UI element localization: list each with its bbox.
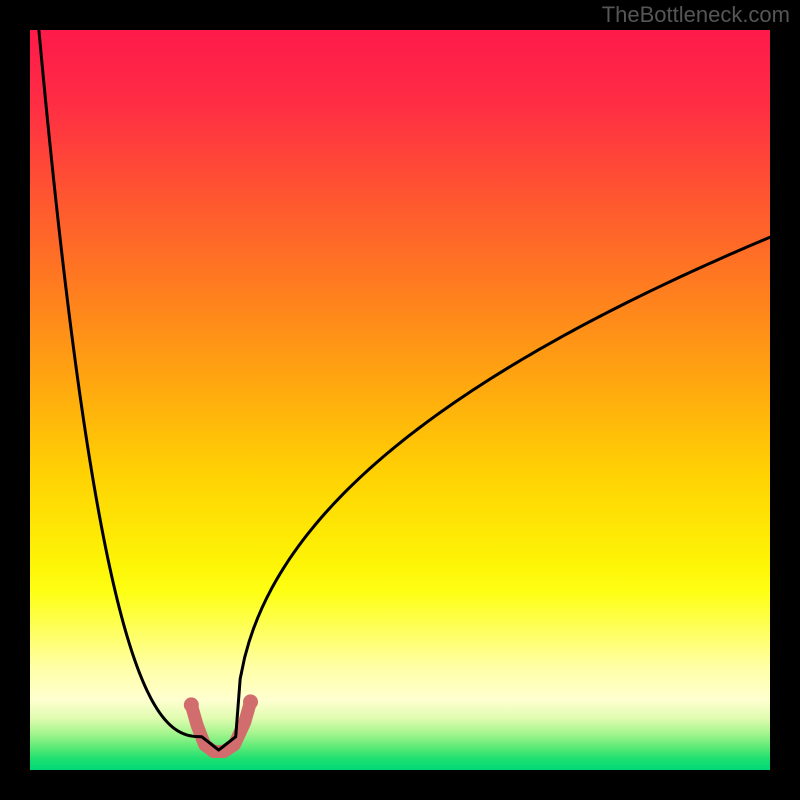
valley-floor-left-marker: [184, 697, 199, 712]
valley-floor-right-marker: [243, 694, 258, 709]
gradient-background: [30, 30, 770, 770]
attribution-label: TheBottleneck.com: [602, 2, 790, 28]
chart-frame: [0, 0, 800, 800]
bottleneck-chart: [0, 0, 800, 800]
